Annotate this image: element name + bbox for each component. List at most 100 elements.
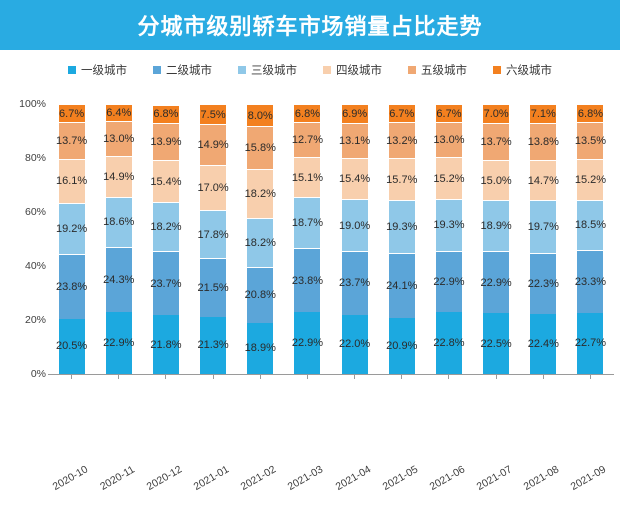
- bar-segment[interactable]: 15.2%: [433, 157, 465, 199]
- bar-segment[interactable]: 22.9%: [103, 312, 134, 374]
- bar-segment[interactable]: 13.1%: [339, 122, 370, 158]
- bar-segment[interactable]: 15.7%: [386, 158, 417, 201]
- stacked-bar[interactable]: 22.7% 23.3% 18.5% 15.2% 13.5% 6.8%: [575, 104, 606, 374]
- bar-segment[interactable]: 13.0%: [433, 122, 465, 158]
- stacked-bar[interactable]: 20.9% 24.1% 19.3% 15.7% 13.2% 6.7%: [386, 104, 418, 374]
- bar-segment-label: 13.7%: [480, 135, 512, 148]
- bar-segment[interactable]: 15.8%: [245, 125, 276, 169]
- bar-segment[interactable]: 18.2%: [245, 217, 276, 267]
- bar-segment[interactable]: 22.3%: [528, 253, 559, 314]
- bar-segment[interactable]: 13.7%: [56, 122, 87, 160]
- bar-segment[interactable]: 19.7%: [528, 200, 559, 254]
- bar-segment[interactable]: 6.9%: [341, 104, 368, 123]
- bar-segment[interactable]: 23.7%: [150, 251, 182, 316]
- bar-segment-label: 24.1%: [386, 279, 418, 292]
- bar-segment[interactable]: 22.0%: [339, 314, 370, 374]
- legend-swatch-icon: [68, 66, 76, 74]
- bar-segment[interactable]: 15.0%: [481, 159, 512, 201]
- bar-segment-label: 7.1%: [530, 108, 556, 121]
- bar-segment[interactable]: 18.9%: [245, 322, 276, 374]
- bar-segment[interactable]: 18.7%: [292, 197, 323, 248]
- bar-segment[interactable]: 15.2%: [575, 158, 606, 200]
- stacked-bar[interactable]: 20.5% 23.8% 19.2% 16.1% 13.7% 6.7%: [56, 104, 87, 374]
- bar-segment[interactable]: 20.8%: [245, 266, 276, 323]
- bar-segment[interactable]: 17.0%: [197, 164, 229, 211]
- bar-segment[interactable]: 23.8%: [292, 247, 323, 313]
- x-axis-tick: [331, 374, 378, 379]
- bar-segment[interactable]: 21.5%: [197, 258, 229, 317]
- bar-segment[interactable]: 13.9%: [150, 122, 182, 161]
- bar-segment[interactable]: 24.1%: [386, 252, 418, 318]
- bar-segment[interactable]: 21.8%: [150, 315, 182, 374]
- bar-segment-label: 21.3%: [197, 339, 229, 352]
- bar-segment[interactable]: 15.1%: [292, 156, 323, 198]
- bar-segment[interactable]: 20.9%: [386, 317, 417, 374]
- stacked-bar[interactable]: 21.8% 23.7% 18.2% 15.4% 13.9% 6.8%: [150, 104, 182, 374]
- bar-segment[interactable]: 7.1%: [530, 104, 557, 124]
- bar-segment[interactable]: 17.8%: [197, 210, 229, 259]
- bar-segment[interactable]: 22.7%: [575, 312, 606, 374]
- legend-item-5[interactable]: 五级城市: [408, 62, 467, 78]
- bar-segment[interactable]: 22.8%: [433, 312, 465, 374]
- legend-item-3[interactable]: 三级城市: [238, 62, 297, 78]
- stacked-bar[interactable]: 21.3% 21.5% 17.8% 17.0% 14.9% 7.5%: [197, 104, 229, 374]
- bar-segment[interactable]: 13.7%: [480, 122, 512, 160]
- bar-segment[interactable]: 6.4%: [105, 104, 132, 122]
- bar-segment[interactable]: 19.0%: [339, 199, 370, 251]
- bar-segment[interactable]: 12.7%: [292, 122, 323, 157]
- bar-segment[interactable]: 14.9%: [103, 156, 134, 197]
- bar-segment[interactable]: 22.4%: [528, 313, 559, 374]
- bar-segment[interactable]: 6.7%: [58, 104, 85, 123]
- bar-segment-label: 6.7%: [389, 107, 415, 120]
- bar-segment[interactable]: 15.4%: [150, 160, 182, 203]
- bar-segment[interactable]: 22.9%: [433, 250, 465, 313]
- bar-segment[interactable]: 6.7%: [388, 104, 415, 123]
- stacked-bar[interactable]: 22.4% 22.3% 19.7% 14.7% 13.8% 7.1%: [528, 104, 559, 374]
- bar-segment[interactable]: 23.8%: [56, 254, 87, 319]
- bar-segment[interactable]: 6.8%: [294, 104, 321, 123]
- bar-segment[interactable]: 19.3%: [433, 198, 465, 251]
- bar-segment[interactable]: 6.8%: [577, 104, 604, 123]
- bar-segment[interactable]: 22.9%: [481, 251, 512, 314]
- stacked-bar[interactable]: 22.9% 23.8% 18.7% 15.1% 12.7% 6.8%: [292, 104, 323, 374]
- legend-item-2[interactable]: 二级城市: [153, 62, 212, 78]
- bar-segment[interactable]: 6.7%: [435, 104, 462, 123]
- bar-segment[interactable]: 18.2%: [245, 168, 276, 218]
- bar-segment[interactable]: 18.2%: [150, 202, 182, 252]
- bar-segment[interactable]: 23.3%: [575, 249, 606, 313]
- bar-segment[interactable]: 13.5%: [575, 122, 606, 159]
- bar-segment[interactable]: 15.4%: [339, 157, 370, 200]
- bar-segment[interactable]: 16.1%: [56, 159, 87, 203]
- bar-segment[interactable]: 6.8%: [152, 104, 179, 123]
- bar-segment[interactable]: 19.3%: [386, 200, 417, 253]
- bar-segment[interactable]: 14.9%: [197, 124, 229, 165]
- bar-segment[interactable]: 18.9%: [481, 200, 512, 252]
- bar-segment[interactable]: 19.2%: [56, 202, 87, 255]
- stacked-bar[interactable]: 22.9% 24.3% 18.6% 14.9% 13.0% 6.4%: [103, 104, 134, 374]
- legend-item-1[interactable]: 一级城市: [68, 62, 127, 78]
- bar-segment[interactable]: 20.5%: [56, 318, 87, 374]
- bar-segment[interactable]: 13.2%: [386, 122, 417, 159]
- bar-segment[interactable]: 18.6%: [103, 196, 134, 247]
- stacked-bar[interactable]: 22.5% 22.9% 18.9% 15.0% 13.7% 7.0%: [480, 104, 512, 374]
- bar-segment[interactable]: 14.7%: [528, 160, 559, 201]
- bar-slot: 20.9% 24.1% 19.3% 15.7% 13.2% 6.7%: [378, 104, 425, 374]
- legend-item-4[interactable]: 四级城市: [323, 62, 382, 78]
- bar-segment[interactable]: 8.0%: [247, 104, 274, 126]
- bar-segment[interactable]: 22.9%: [292, 312, 323, 374]
- bar-segment[interactable]: 24.3%: [103, 246, 134, 313]
- stacked-bar[interactable]: 22.8% 22.9% 19.3% 15.2% 13.0% 6.7%: [433, 104, 465, 374]
- stacked-bar[interactable]: 22.0% 23.7% 19.0% 15.4% 13.1% 6.9%: [339, 104, 370, 374]
- legend-item-6[interactable]: 六级城市: [493, 62, 552, 78]
- stacked-bar[interactable]: 18.9% 20.8% 18.2% 18.2% 15.8% 8.0%: [245, 104, 276, 374]
- bar-segment[interactable]: 7.0%: [483, 104, 510, 123]
- x-axis-tick-label: 2021-02: [238, 463, 279, 494]
- bar-segment[interactable]: 13.0%: [103, 121, 134, 157]
- bar-segment[interactable]: 18.5%: [575, 199, 606, 250]
- x-axis-tick-mark: [401, 374, 403, 379]
- bar-segment[interactable]: 21.3%: [197, 316, 229, 374]
- bar-segment[interactable]: 22.5%: [481, 313, 512, 374]
- bar-segment[interactable]: 7.5%: [200, 104, 227, 125]
- bar-segment[interactable]: 13.8%: [528, 123, 559, 161]
- bar-segment[interactable]: 23.7%: [339, 250, 370, 315]
